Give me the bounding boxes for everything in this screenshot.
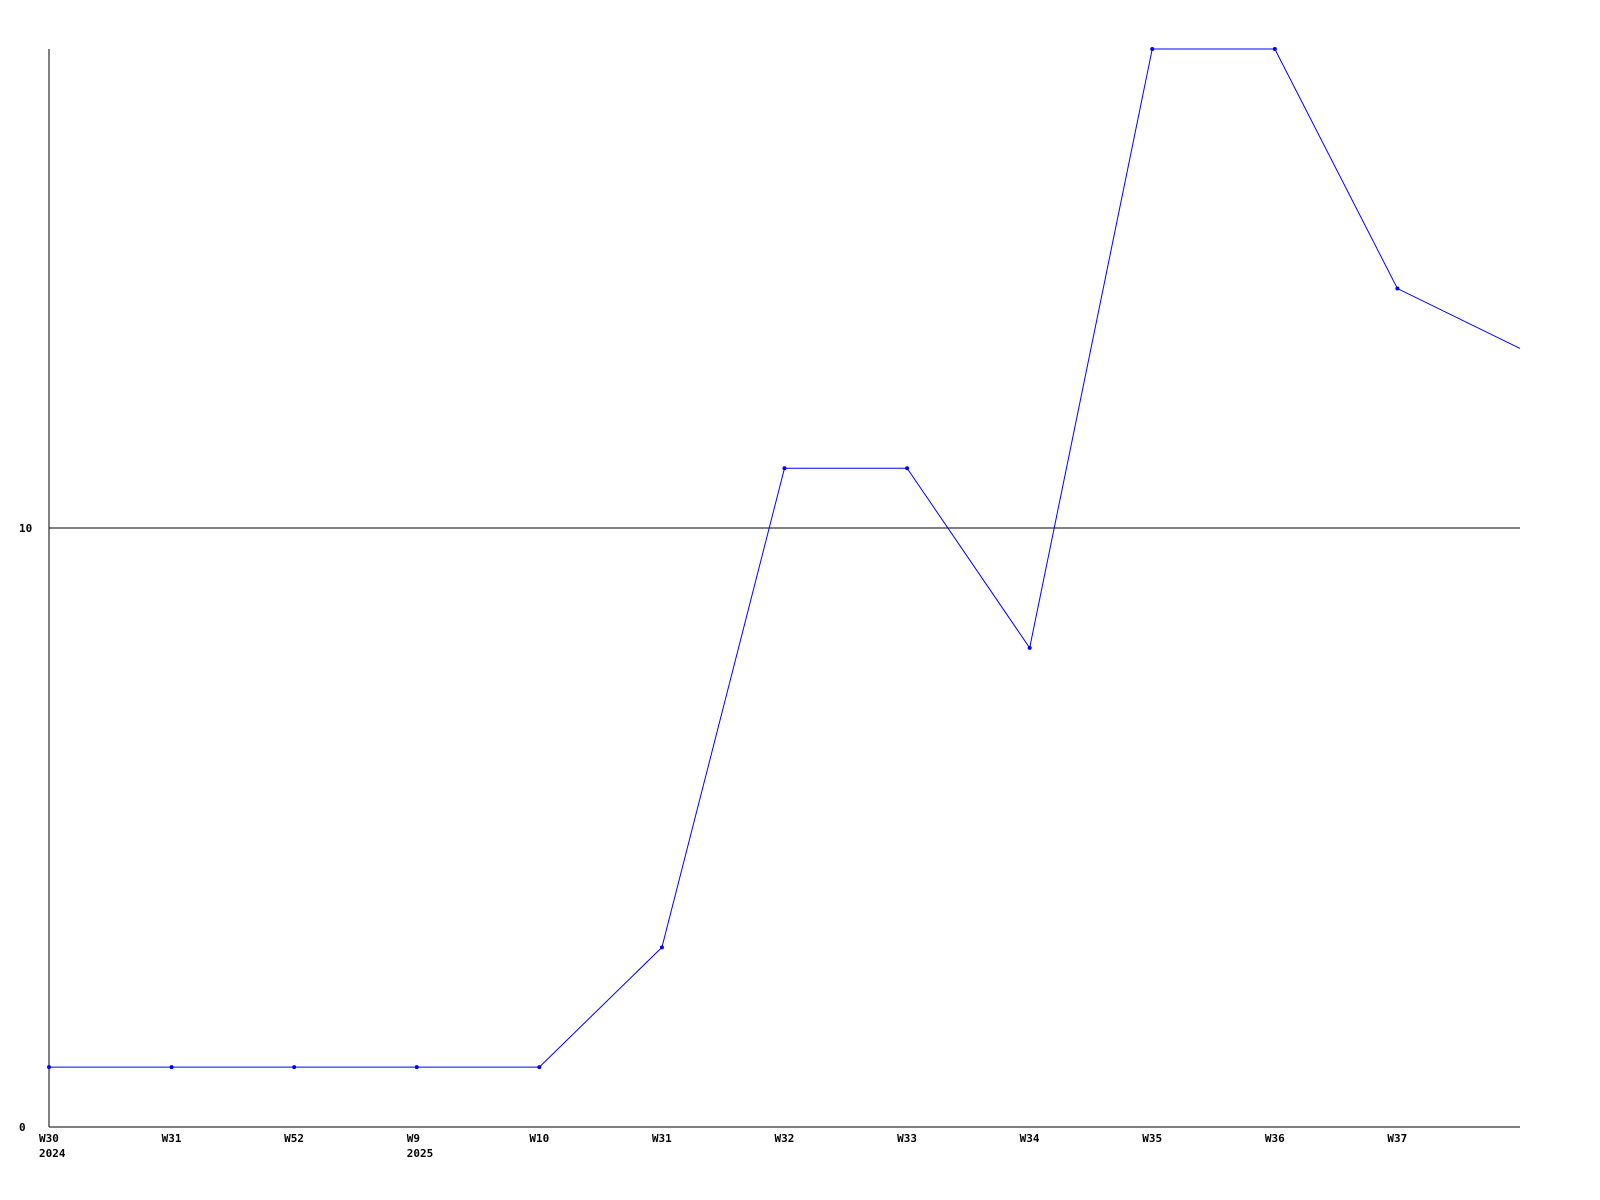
y-tick-label: 10 xyxy=(19,522,32,535)
x-tick-label: W30 xyxy=(39,1132,59,1145)
x-tick-label: W31 xyxy=(652,1132,672,1145)
data-point xyxy=(169,1065,174,1070)
data-point xyxy=(1027,645,1032,650)
y-tick-label: 0 xyxy=(19,1121,26,1134)
data-point xyxy=(1272,47,1277,51)
x-tick-label: W35 xyxy=(1142,1132,1162,1145)
data-point xyxy=(537,1065,542,1070)
data-point xyxy=(292,1065,297,1070)
x-tick-sublabel: 2024 xyxy=(39,1147,66,1160)
x-tick-label: W37 xyxy=(1387,1132,1407,1145)
data-point xyxy=(414,1065,419,1070)
x-tick-label: W9 xyxy=(407,1132,420,1145)
series-line xyxy=(49,48,1521,1068)
x-tick-label: W31 xyxy=(162,1132,182,1145)
data-point xyxy=(1150,47,1155,51)
data-point xyxy=(659,945,664,950)
data-point xyxy=(47,1065,51,1070)
x-tick-label: W33 xyxy=(897,1132,917,1145)
x-tick-label: W52 xyxy=(284,1132,304,1145)
data-point xyxy=(1395,286,1400,291)
x-tick-label: W34 xyxy=(1020,1132,1040,1145)
x-tick-label: W32 xyxy=(775,1132,795,1145)
x-tick-sublabel: 2025 xyxy=(407,1147,434,1160)
x-tick-label: W10 xyxy=(529,1132,549,1145)
data-point xyxy=(782,466,787,471)
data-point xyxy=(905,466,910,471)
x-tick-label: W36 xyxy=(1265,1132,1285,1145)
